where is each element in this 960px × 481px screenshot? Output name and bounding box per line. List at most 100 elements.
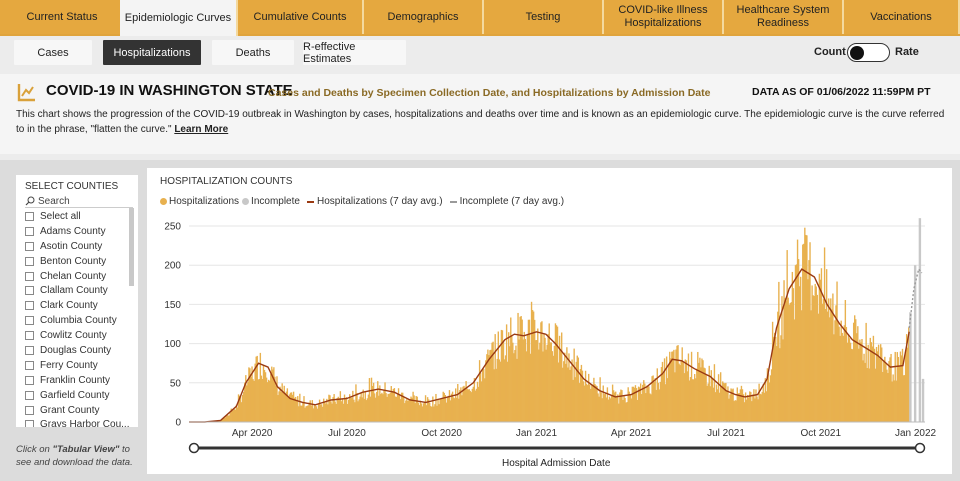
checkbox[interactable] [25, 331, 34, 341]
learn-more-link[interactable]: Learn More [174, 124, 229, 135]
tabular-view-link[interactable]: "Tabular View" [52, 444, 120, 455]
county-item[interactable]: Clallam County [25, 283, 137, 298]
checkbox[interactable] [25, 405, 34, 415]
hospitalization-bar [494, 334, 496, 422]
hospitalization-bar [301, 405, 303, 422]
checkbox[interactable] [25, 316, 34, 326]
hospitalization-bar [841, 332, 843, 422]
hospitalization-bar [568, 353, 570, 422]
subtab-r-effective-estimates[interactable]: R-effective Estimates [303, 40, 406, 65]
nav-tab-cumulative-counts[interactable]: Cumulative Counts [238, 0, 364, 34]
hospitalization-bar [658, 389, 661, 422]
hospitalization-bar [693, 374, 696, 422]
count-rate-toggle[interactable] [847, 43, 890, 62]
county-list-scrollbar[interactable] [129, 208, 134, 286]
hospitalization-bar [411, 397, 413, 422]
hospitalization-bar [891, 381, 893, 422]
legend-incomplete-avg[interactable]: Incomplete (7 day avg.) [446, 196, 564, 207]
hospitalization-bar [744, 392, 747, 422]
nav-tab-covid-like-illness-hospitalizations[interactable]: COVID-like Illness Hospitalizations [604, 0, 724, 34]
checkbox[interactable] [25, 390, 34, 400]
hospitalization-bar [294, 396, 297, 422]
hospitalization-bar [412, 391, 414, 422]
county-item[interactable]: Grays Harbor Cou... [25, 417, 137, 427]
hospitalization-bar [470, 392, 472, 422]
hospitalization-bar [661, 361, 664, 422]
county-item[interactable]: Garfield County [25, 388, 137, 403]
checkbox[interactable] [25, 375, 34, 385]
hospitalization-bar [763, 392, 765, 422]
subtab-hospitalizations[interactable]: Hospitalizations [103, 40, 201, 65]
county-item[interactable]: Clark County [25, 298, 137, 313]
hospitalization-bar [602, 385, 604, 422]
checkbox[interactable] [25, 420, 34, 427]
hospitalization-bar [238, 395, 241, 422]
county-item[interactable]: Columbia County [25, 313, 137, 328]
county-label: Clallam County [40, 285, 108, 297]
checkbox[interactable] [25, 360, 34, 370]
checkbox[interactable] [25, 226, 34, 236]
hospitalization-bar [549, 342, 551, 422]
hospitalization-bar [890, 353, 892, 422]
legend-hosp-avg[interactable]: Hospitalizations (7 day avg.) [303, 196, 443, 207]
hospitalization-bar [897, 356, 900, 422]
hospitalization-bar [608, 396, 611, 422]
hospitalization-bar [284, 393, 286, 422]
county-item[interactable]: Cowlitz County [25, 328, 137, 343]
hospitalization-bar [352, 390, 354, 422]
hospitalization-bar [635, 388, 638, 422]
hospitalization-bar [476, 381, 479, 422]
checkbox[interactable] [25, 301, 34, 311]
county-item[interactable]: Ferry County [25, 358, 137, 373]
hospitalization-bar [515, 345, 517, 422]
checkbox[interactable] [25, 211, 34, 221]
nav-tab-demographics[interactable]: Demographics [364, 0, 484, 34]
hospitalization-bar [595, 385, 597, 422]
county-item[interactable]: Douglas County [25, 343, 137, 358]
county-item[interactable]: Chelan County [25, 269, 137, 284]
checkbox[interactable] [25, 241, 34, 251]
checkbox[interactable] [25, 345, 34, 355]
hospitalization-bar [303, 396, 305, 422]
county-item[interactable]: Grant County [25, 403, 137, 418]
hospitalization-bar [571, 359, 573, 422]
county-item[interactable]: Benton County [25, 254, 137, 269]
hospitalization-bar [444, 394, 447, 422]
hospitalization-bar [245, 375, 247, 422]
nav-tab-vaccinations[interactable]: Vaccinations [844, 0, 960, 34]
county-item[interactable]: Asotin County [25, 239, 137, 254]
nav-tab-healthcare-system-readiness[interactable]: Healthcare System Readiness [724, 0, 844, 34]
hospitalization-bar [440, 398, 442, 422]
checkbox[interactable] [25, 256, 34, 266]
county-item[interactable]: Franklin County [25, 373, 137, 388]
nav-tab-testing[interactable]: Testing [484, 0, 604, 34]
subtab-deaths[interactable]: Deaths [212, 40, 294, 65]
county-search-input[interactable]: Search [25, 195, 133, 208]
hospitalization-bar [691, 379, 694, 422]
hospitalization-bar [539, 342, 541, 422]
hospitalization-bar [762, 384, 764, 422]
hospitalization-bar [686, 371, 689, 422]
county-item[interactable]: Adams County [25, 224, 137, 239]
hospitalization-bar [445, 402, 448, 422]
hospitalization-bar [458, 398, 460, 422]
nav-tab-epidemiologic-curves[interactable]: Epidemiologic Curves [120, 0, 238, 36]
checkbox[interactable] [25, 286, 34, 296]
hospitalization-bar [714, 392, 717, 422]
checkbox[interactable] [25, 271, 34, 281]
subtab-cases[interactable]: Cases [14, 40, 92, 65]
date-range-start-handle[interactable] [188, 442, 200, 454]
legend-incomplete[interactable]: Incomplete [242, 196, 300, 207]
hospitalization-bar [582, 381, 585, 422]
hospitalization-bar [367, 394, 370, 422]
nav-tab-current-status[interactable]: Current Status [0, 0, 126, 34]
hospitalization-bar [701, 358, 703, 422]
select-all-checkbox[interactable]: Select all [25, 209, 137, 224]
hospitalization-bar [485, 360, 487, 422]
x-tick-label: Oct 2021 [800, 428, 841, 439]
hospitalization-bar [710, 370, 713, 422]
legend-hospitalizations[interactable]: Hospitalizations [160, 196, 239, 207]
hospitalization-bar [772, 336, 775, 422]
date-range-end-handle[interactable] [914, 442, 926, 454]
x-tick-label: Oct 2020 [421, 428, 462, 439]
